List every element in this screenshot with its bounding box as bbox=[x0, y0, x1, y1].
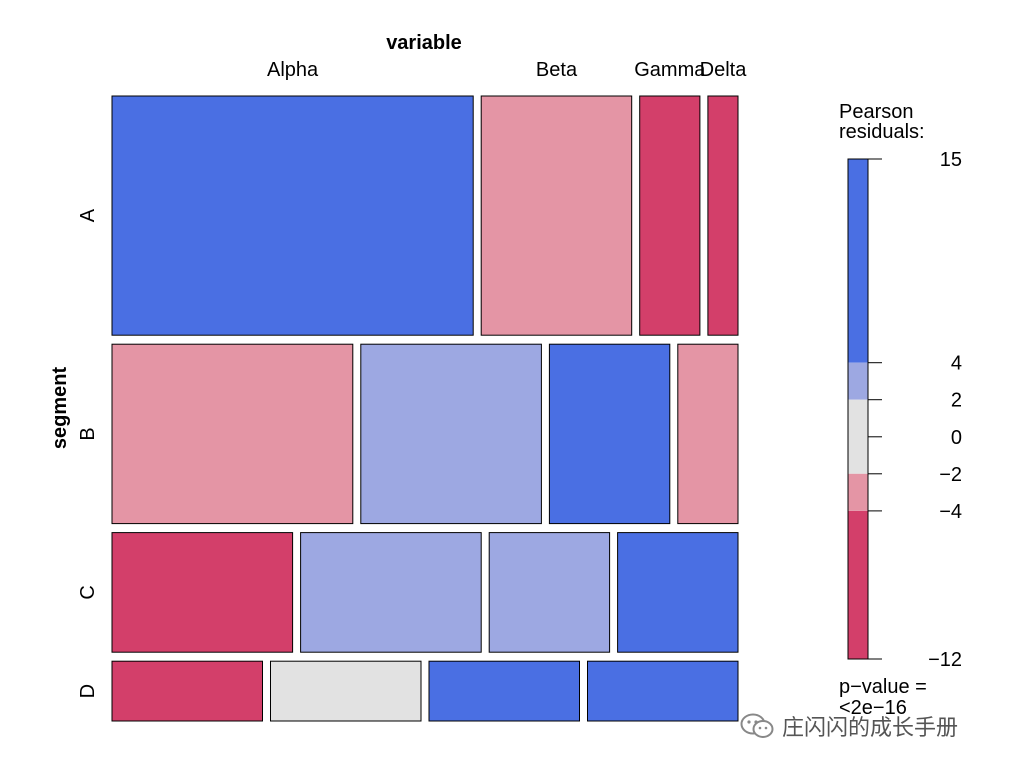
cell-C-beta bbox=[300, 532, 482, 653]
legend-tick-label-5: −4 bbox=[939, 501, 962, 523]
row-labels: A B C D bbox=[77, 208, 99, 698]
watermark-text: 庄闪闪的成长手册 bbox=[782, 716, 959, 741]
legend-tick-label-1: 4 bbox=[951, 353, 962, 375]
legend-title-line-1: residuals: bbox=[839, 121, 925, 143]
wechat-icon bbox=[740, 713, 774, 738]
column-label-alpha: Alpha bbox=[267, 59, 319, 81]
cell-D-delta bbox=[587, 660, 739, 722]
row-label-c: C bbox=[77, 585, 99, 599]
legend-title-line-0: Pearson bbox=[839, 101, 914, 123]
p-value: <2e−16 bbox=[839, 697, 907, 719]
cell-D-gamma bbox=[428, 660, 580, 722]
legend-tick-label-0: 15 bbox=[940, 149, 962, 171]
cell-A-gamma bbox=[639, 95, 701, 336]
cell-A-delta bbox=[707, 95, 739, 336]
legend-bin-4 bbox=[848, 510, 868, 659]
legend-tick-label-2: 2 bbox=[951, 390, 962, 412]
row-label-d: D bbox=[77, 684, 99, 698]
column-label-gamma: Gamma bbox=[634, 59, 706, 81]
y-variable-label: segment bbox=[49, 367, 71, 450]
cell-C-gamma bbox=[488, 532, 611, 653]
cell-A-alpha bbox=[111, 95, 474, 336]
cell-B-delta bbox=[677, 343, 739, 525]
cell-D-beta bbox=[270, 660, 422, 722]
column-label-beta: Beta bbox=[536, 59, 578, 81]
p-value-label: p−value = bbox=[839, 676, 927, 698]
row-label-b: B bbox=[77, 427, 99, 440]
watermark: 庄闪闪的成长手册 bbox=[740, 706, 958, 746]
legend-tick-label-4: −2 bbox=[939, 464, 962, 486]
cell-C-delta bbox=[617, 532, 739, 653]
legend-bin-0 bbox=[848, 159, 868, 363]
cell-D-alpha bbox=[111, 660, 263, 722]
x-variable-label: variable bbox=[386, 32, 462, 54]
legend-frame bbox=[847, 158, 869, 660]
legend-tick-label-3: 0 bbox=[951, 427, 962, 449]
cell-A-beta bbox=[480, 95, 633, 336]
legend-tick-label-6: −12 bbox=[928, 649, 962, 671]
column-label-delta: Delta bbox=[700, 59, 748, 81]
cell-B-beta bbox=[360, 343, 542, 525]
legend-bin-2 bbox=[848, 399, 868, 474]
legend-bin-1 bbox=[848, 362, 868, 400]
legend-bin-3 bbox=[848, 473, 868, 511]
cell-B-alpha bbox=[111, 343, 354, 525]
cell-B-gamma bbox=[548, 343, 671, 525]
cell-C-alpha bbox=[111, 532, 294, 653]
row-label-a: A bbox=[77, 208, 99, 222]
mosaic-cells bbox=[111, 95, 739, 722]
